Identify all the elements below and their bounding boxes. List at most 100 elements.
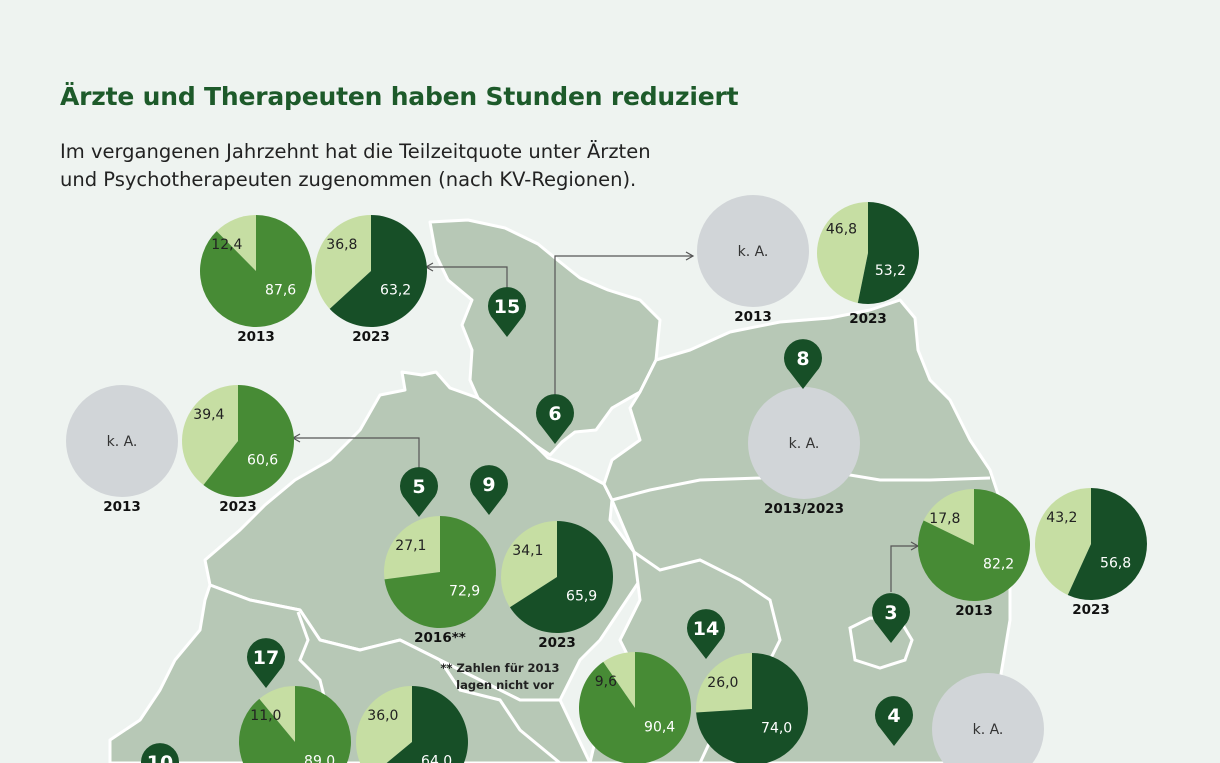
- pie-label-major: 60,6: [247, 452, 278, 468]
- region-marker-3: 3: [872, 593, 911, 643]
- leader-arrow-3: [910, 541, 920, 551]
- pie-slice-minor: [384, 516, 440, 580]
- pie-5-0: k. A. 2013: [66, 385, 178, 515]
- pie-5-1: 39,4 60,6 2023: [182, 384, 295, 515]
- pie-slice-minor: [501, 521, 557, 608]
- marker-pin: [784, 339, 822, 389]
- pie-year-label: 2016**: [414, 630, 466, 646]
- marker-number: 5: [412, 476, 425, 498]
- leader-lines: [291, 251, 920, 592]
- pie-year-label: 2013: [734, 309, 772, 325]
- page-title: Ärzte und Therapeuten haben Stunden redu…: [60, 82, 739, 111]
- pie-slice-major: [199, 215, 312, 327]
- pie-year-label: 2023: [352, 329, 390, 345]
- pie-14-0: 9,6 90,4: [579, 652, 691, 763]
- footnote-line1: ** Zahlen für 2013: [440, 661, 559, 675]
- pie-17-1: 36,0 64,0: [356, 686, 468, 763]
- pie-label-minor: 12,4: [211, 237, 242, 253]
- pie-label-major: 63,2: [380, 282, 411, 298]
- pie-label-minor: 46,8: [826, 222, 857, 238]
- pie-label-minor: 17,8: [929, 511, 960, 527]
- map-schleswig-holstein: [428, 218, 662, 457]
- pie-label-minor: 9,6: [595, 674, 617, 690]
- region-marker-8: 8: [784, 339, 822, 389]
- region-marker-14: 14: [687, 609, 725, 659]
- pie-slice-major: [203, 384, 295, 498]
- pie-3-0: 17,8 82,2 2013: [917, 488, 1030, 619]
- pie-na-label: k. A.: [107, 434, 138, 450]
- pie-slice-major: [329, 215, 427, 327]
- pie-label-minor: 43,2: [1046, 510, 1077, 526]
- pie-label-major: 82,2: [983, 556, 1014, 572]
- page-subtitle: Im vergangenen Jahrzehnt hat die Teilzei…: [60, 138, 651, 194]
- pie-year-label: 2023: [219, 499, 257, 515]
- pie-na-label: k. A.: [738, 244, 769, 260]
- pie-na-circle: [697, 195, 809, 307]
- marker-pin: [399, 467, 438, 517]
- pie-8-0: k. A. 2013/2023: [748, 387, 860, 517]
- marker-pin: [875, 696, 913, 746]
- map-south-west: [108, 583, 592, 763]
- marker-number: 9: [482, 474, 495, 496]
- leader-arrow-6: [685, 251, 695, 261]
- pie-slice-minor: [1034, 487, 1091, 595]
- marker-number: 4: [887, 705, 900, 727]
- pie-label-major: 53,2: [875, 263, 906, 279]
- leader-line-5: [293, 437, 420, 468]
- region-marker-10: 10: [141, 743, 179, 763]
- subtitle-line-2: und Psychotherapeuten zugenommen (nach K…: [60, 168, 637, 191]
- region-marker-4: 4: [875, 696, 913, 746]
- region-marker-6: 6: [536, 394, 574, 444]
- marker-number: 3: [884, 602, 897, 624]
- marker-pin: [536, 394, 574, 444]
- leader-line-3: [890, 545, 918, 592]
- pie-15-0: 12,4 87,6 2013: [199, 215, 312, 345]
- pie-15-1: 36,8 63,2 2023: [314, 215, 427, 345]
- marker-pin: [488, 287, 526, 337]
- leader-line-15: [426, 266, 508, 288]
- pie-4-0: k. A.: [932, 673, 1044, 763]
- pie-label-major: 56,8: [1100, 555, 1131, 571]
- pie-slice-major: [917, 489, 1030, 602]
- pie-label-minor: 11,0: [250, 708, 281, 724]
- marker-pin: [141, 743, 179, 763]
- annotations: ** Zahlen für 2013 lagen nicht vor: [440, 661, 559, 692]
- pie-label-major: 72,9: [449, 583, 480, 599]
- pie-9-1: 34,1 65,9 2023: [501, 521, 614, 651]
- pie-slice-major: [696, 653, 808, 763]
- pie-label-major: 74,0: [761, 720, 792, 736]
- pie-label-minor: 36,0: [367, 708, 398, 724]
- pie-9-0: 27,1 72,9 2016**: [384, 516, 497, 646]
- region-marker-17: 17: [247, 638, 285, 688]
- region-marker-15: 15: [488, 287, 526, 337]
- leader-line-6: [554, 255, 693, 395]
- pie-slice-major: [857, 202, 920, 305]
- pie-slice-minor: [923, 488, 974, 545]
- marker-pin: [470, 465, 509, 515]
- marker-number: 17: [253, 647, 279, 669]
- pie-slice-major: [579, 652, 691, 763]
- pie-label-minor: 27,1: [395, 538, 426, 554]
- marker-number: 15: [494, 296, 520, 318]
- pie-slice-major: [1067, 488, 1147, 600]
- pie-slice-minor: [817, 202, 868, 303]
- pie-label-major: 90,4: [644, 719, 675, 735]
- pie-label-minor: 36,8: [326, 237, 357, 253]
- marker-pin: [872, 593, 911, 643]
- pie-slice-minor: [314, 215, 371, 309]
- pie-slice-minor: [695, 653, 752, 713]
- region-markers: 15 6 8 5 9 3 14 17 4 10: [141, 287, 913, 763]
- pie-label-major: 65,9: [566, 588, 597, 604]
- region-marker-9: 9: [470, 465, 509, 515]
- pie-6-1: 46,8 53,2 2023: [817, 202, 920, 327]
- pie-6-0: k. A. 2013: [697, 195, 809, 325]
- pie-slice-minor: [259, 686, 295, 742]
- pie-year-label: 2023: [849, 311, 887, 327]
- pie-slice-minor: [356, 686, 412, 763]
- pie-na-circle: [748, 387, 860, 499]
- pie-3-1: 43,2 56,8 2023: [1034, 487, 1147, 618]
- pie-label-major: 64,0: [421, 753, 452, 763]
- pie-slice-major: [384, 516, 497, 628]
- map-inner-border-hessen: [438, 659, 561, 763]
